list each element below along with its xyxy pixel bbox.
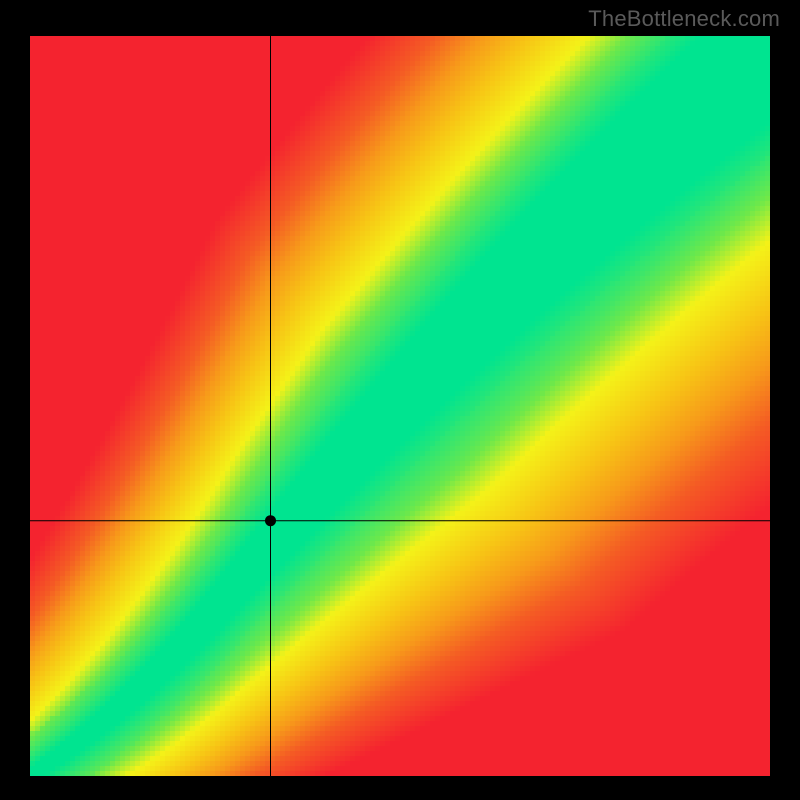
chart-frame: TheBottleneck.com: [0, 0, 800, 800]
heatmap-canvas: [30, 36, 770, 776]
watermark-text: TheBottleneck.com: [588, 6, 780, 32]
plot-area: [30, 36, 770, 776]
